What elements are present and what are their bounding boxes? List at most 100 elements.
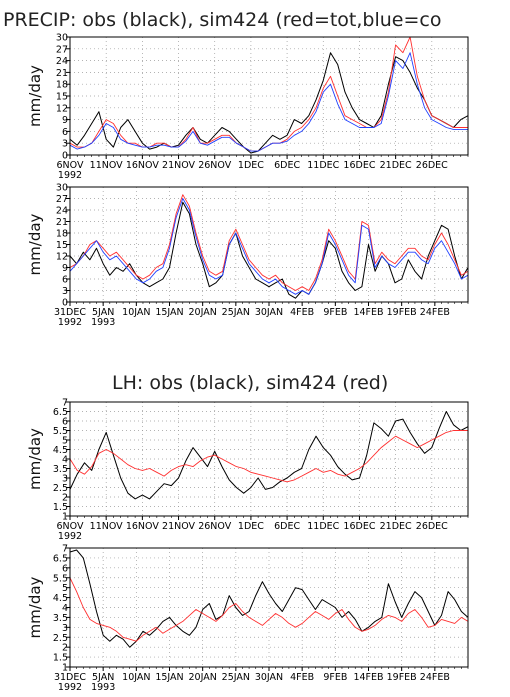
y-tick-label: 1.5 xyxy=(53,653,68,664)
y-tick-label: 5 xyxy=(62,436,68,447)
y-tick-label: 2 xyxy=(62,643,68,654)
y-tick-label: 5.5 xyxy=(53,426,68,437)
x-tick-label: 6DEC xyxy=(274,160,300,171)
y-tick-label: 5.5 xyxy=(53,573,68,584)
y-tick-label: 0 xyxy=(62,298,68,309)
x-tick-label: 16NOV xyxy=(126,160,160,171)
y-axis-label: mm/day xyxy=(26,65,44,127)
series-line-conv xyxy=(69,52,468,152)
x-tick-label: 21DEC xyxy=(380,521,412,532)
y-tick-label: 4.5 xyxy=(53,593,68,604)
y-tick-label: 2 xyxy=(62,493,68,504)
y-tick-label: 3 xyxy=(62,474,68,485)
y-tick-label: 2.5 xyxy=(53,483,68,494)
x-tick-label: 30JAN xyxy=(255,672,283,683)
x-tick-label: 16NOV xyxy=(126,521,160,532)
y-tick-label: 21 xyxy=(56,68,68,79)
y-tick-label: 15 xyxy=(56,92,68,103)
x-tick-year: 1993 xyxy=(91,317,115,328)
y-tick-label: 6 xyxy=(62,275,68,286)
plot-frame xyxy=(69,186,469,303)
y-tick-label: 2.5 xyxy=(53,633,68,644)
y-tick-label: 7 xyxy=(62,398,68,409)
chart-lh2: 11.522.533.544.555.566.5731DEC19925JAN19… xyxy=(26,544,469,693)
plot-frame xyxy=(69,36,469,156)
x-tick-label: 20JAN xyxy=(188,672,216,683)
x-tick-label: 4FEB xyxy=(290,307,314,318)
x-tick-label: 15JAN xyxy=(155,672,183,683)
x-tick-label: 26DEC xyxy=(416,160,448,171)
series-line-tot xyxy=(69,36,468,152)
x-tick-label: 6NOV xyxy=(57,160,84,171)
x-tick-label: 21NOV xyxy=(162,160,196,171)
series-line-obs xyxy=(69,411,469,500)
y-tick-label: 6 xyxy=(62,127,68,138)
plot-frame xyxy=(69,547,469,668)
x-tick-label: 9FEB xyxy=(323,672,347,683)
x-tick-year: 1992 xyxy=(58,531,82,542)
x-tick-label: 21DEC xyxy=(380,160,412,171)
y-tick-label: 30 xyxy=(56,183,68,194)
y-axis-label: mm/day xyxy=(26,213,44,275)
x-tick-label: 25JAN xyxy=(222,307,250,318)
precip-title: PRECIP: obs (black), sim424 (red=tot,blu… xyxy=(3,9,441,31)
y-tick-label: 6.5 xyxy=(53,407,68,418)
x-tick-label: 10JAN xyxy=(122,307,150,318)
y-tick-label: 3.5 xyxy=(53,464,68,475)
y-tick-label: 15 xyxy=(56,240,68,251)
y-tick-label: 27 xyxy=(56,44,68,55)
x-tick-label: 14FEB xyxy=(353,672,383,683)
x-tick-label: 9FEB xyxy=(323,307,347,318)
y-tick-label: 4 xyxy=(62,603,68,614)
x-tick-year: 1992 xyxy=(58,170,82,181)
y-tick-label: 1.5 xyxy=(53,502,68,513)
y-tick-label: 3 xyxy=(62,139,68,150)
y-tick-label: 21 xyxy=(56,217,68,228)
x-tick-label: 1DEC xyxy=(238,521,264,532)
x-tick-label: 1DEC xyxy=(238,160,264,171)
x-tick-label: 24FEB xyxy=(420,672,450,683)
x-tick-label: 20JAN xyxy=(188,307,216,318)
x-tick-year: 1992 xyxy=(58,682,82,693)
x-tick-label: 10JAN xyxy=(122,672,150,683)
y-tick-label: 9 xyxy=(62,115,68,126)
x-tick-label: 15JAN xyxy=(155,307,183,318)
y-tick-label: 1 xyxy=(62,663,68,674)
x-tick-label: 19FEB xyxy=(387,672,417,683)
x-tick-label: 16DEC xyxy=(343,521,375,532)
plot-frame xyxy=(69,401,469,517)
x-tick-label: 24FEB xyxy=(420,307,450,318)
series-line-tot xyxy=(69,430,468,483)
y-tick-label: 4.5 xyxy=(53,445,68,456)
x-tick-label: 21NOV xyxy=(162,521,196,532)
series-line-tot xyxy=(69,577,469,642)
y-axis-label: mm/day xyxy=(26,576,44,638)
x-tick-year: 1993 xyxy=(91,682,115,693)
y-tick-label: 5 xyxy=(62,583,68,594)
x-tick-label: 6NOV xyxy=(57,521,84,532)
y-tick-label: 4 xyxy=(62,455,68,466)
y-tick-label: 6 xyxy=(62,417,68,428)
y-tick-label: 18 xyxy=(56,80,68,91)
series-line-tot xyxy=(69,194,469,291)
y-tick-label: 0 xyxy=(62,151,68,162)
y-axis-label: mm/day xyxy=(26,428,44,490)
y-tick-label: 7 xyxy=(62,544,68,555)
x-tick-label: 19FEB xyxy=(387,307,417,318)
y-tick-label: 12 xyxy=(56,103,68,114)
x-tick-year: 1992 xyxy=(58,317,82,328)
y-tick-label: 30 xyxy=(56,33,68,44)
y-tick-label: 27 xyxy=(56,194,68,205)
x-tick-label: 5JAN xyxy=(92,672,114,683)
x-tick-label: 14FEB xyxy=(353,307,383,318)
x-tick-label: 4FEB xyxy=(290,672,314,683)
x-tick-label: 31DEC xyxy=(54,307,86,318)
y-tick-label: 3 xyxy=(62,286,68,297)
x-tick-label: 6DEC xyxy=(274,521,300,532)
x-tick-label: 25JAN xyxy=(222,672,250,683)
y-tick-label: 12 xyxy=(56,252,68,263)
